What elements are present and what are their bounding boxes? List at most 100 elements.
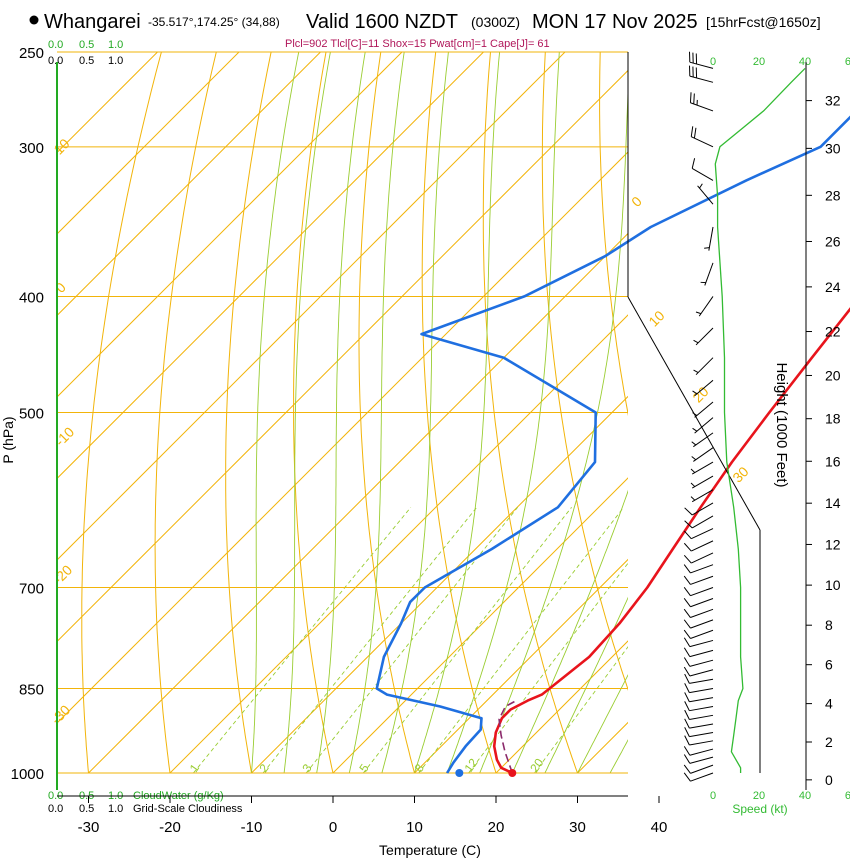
wind-barb-shaft — [694, 401, 714, 418]
y-axis-label: P (hPa) — [0, 416, 16, 463]
wind-barb-flag — [684, 507, 693, 516]
cloudiness-scale-top-2: 1.0 — [108, 55, 123, 67]
temperature-axis: -30 -20 -10 0 10 20 30 40 — [78, 796, 668, 836]
wind-barb — [683, 629, 714, 639]
wind-barb-half — [692, 390, 698, 395]
speed-tick-top: 40 — [799, 56, 811, 68]
moist-adiabat — [577, 674, 628, 773]
wind-barb-flag — [683, 530, 692, 540]
wind-barb-flag — [684, 692, 690, 702]
wind-barb — [684, 692, 714, 703]
isotherm-label: 10 — [50, 135, 72, 157]
wind-barb — [689, 92, 714, 112]
wind-barb — [684, 709, 714, 720]
wind-barb-shaft — [689, 639, 714, 648]
wind-barb — [683, 552, 714, 564]
cloudiness-scale-bottom-0: 0.0 — [48, 803, 63, 815]
moist-adiabat — [609, 739, 628, 773]
wind-barb — [684, 673, 714, 684]
wind-barb-shaft — [689, 678, 714, 684]
speed-tick-bottom: 20 — [753, 790, 765, 802]
temperature-tick-label: -20 — [159, 819, 181, 836]
wind-barb — [693, 327, 714, 346]
height-tick-label: 32 — [825, 93, 841, 109]
height-tick-label: 20 — [825, 367, 841, 383]
station-name: Whangarei — [44, 11, 141, 33]
pressure-axis: 250 300 400 500 700 850 1000 — [11, 45, 44, 783]
wind-barb-flag — [683, 647, 691, 657]
cloud-scale-top-0: 0.0 — [48, 39, 63, 51]
isotherm-line — [57, 69, 628, 643]
wind-barb-flag — [684, 709, 690, 720]
wind-barb-shaft — [689, 61, 714, 69]
wind-barb-shaft — [690, 575, 714, 585]
height-axis-label: Height (1000 Feet) — [773, 362, 790, 487]
dry-adiabat — [293, 52, 334, 773]
speed-tick-bottom: 40 — [799, 790, 811, 802]
wind-barb-shaft — [691, 515, 714, 529]
wind-barb — [691, 158, 714, 181]
temperature-tick-label: 10 — [406, 819, 423, 836]
wind-barb — [684, 683, 714, 694]
wind-barb-half — [690, 496, 696, 501]
wind-barb-shaft — [689, 706, 714, 712]
valid-time: Valid 1600 NZDT — [306, 11, 458, 33]
parcel-line — [498, 699, 517, 774]
moist-adiabat — [251, 52, 300, 773]
height-tick-label: 10 — [825, 577, 841, 593]
wind-barb-shaft — [689, 649, 714, 658]
isotherm-lines — [57, 52, 628, 773]
isotherm-line — [495, 640, 628, 773]
wind-barb — [683, 540, 714, 552]
moist-adiabat — [348, 52, 405, 773]
wind-barb-flag — [683, 554, 692, 564]
speed-tick-top: 20 — [753, 56, 765, 68]
cloud-scale-top: 0.0 0.5 1.0 0.0 0.5 1.0 — [48, 39, 123, 67]
wind-barb-flag — [689, 92, 692, 103]
height-tick-label: 18 — [825, 411, 841, 427]
wind-barb — [683, 564, 714, 574]
wind-barb-flag — [683, 772, 691, 782]
wind-barb-half — [692, 427, 698, 432]
moist-adiabat — [479, 81, 628, 773]
isotherm-label: -20 — [50, 562, 76, 588]
wind-barb — [683, 619, 714, 629]
wind-barb-half — [704, 247, 710, 249]
wind-barb-flag — [683, 746, 691, 756]
wind-barb — [683, 647, 714, 658]
wind-barb-half — [695, 311, 702, 315]
isotherm-label: 0 — [52, 279, 69, 296]
speed-tick-top: 0 — [710, 56, 716, 68]
wind-barb — [683, 772, 714, 782]
height-tick-label: 6 — [825, 657, 833, 673]
moist-adiabat-lines — [251, 52, 628, 773]
isotherm-line — [57, 52, 566, 561]
wind-barb — [690, 475, 714, 489]
temperature-tick-label: 40 — [651, 819, 668, 836]
temperature-tick-label: 30 — [569, 819, 586, 836]
wind-barb-shaft — [690, 598, 714, 608]
wind-barb-shaft — [691, 475, 714, 489]
dry-adiabat — [599, 52, 628, 417]
wind-barb-shaft — [691, 528, 714, 540]
mixing-ratio-line — [468, 562, 628, 773]
dry-adiabat — [358, 52, 416, 773]
moist-adiabat — [381, 52, 449, 773]
speed-tick-bottom: 60 — [845, 790, 850, 802]
cloudiness-scale-top-0: 0.0 — [48, 55, 63, 67]
wind-barb-half — [699, 183, 703, 189]
wind-barb-shaft — [691, 540, 714, 552]
wind-barb-half — [693, 369, 699, 373]
wind-barb-flag — [683, 608, 691, 618]
wind-barb — [683, 764, 714, 774]
isotherm-line — [250, 395, 628, 773]
wind-barb — [683, 666, 714, 677]
wind-barb — [695, 296, 714, 317]
wind-barb-flag — [693, 127, 697, 139]
wind-barb — [690, 126, 714, 148]
wind-barb — [689, 51, 714, 69]
wind-barb-flag — [693, 93, 695, 104]
